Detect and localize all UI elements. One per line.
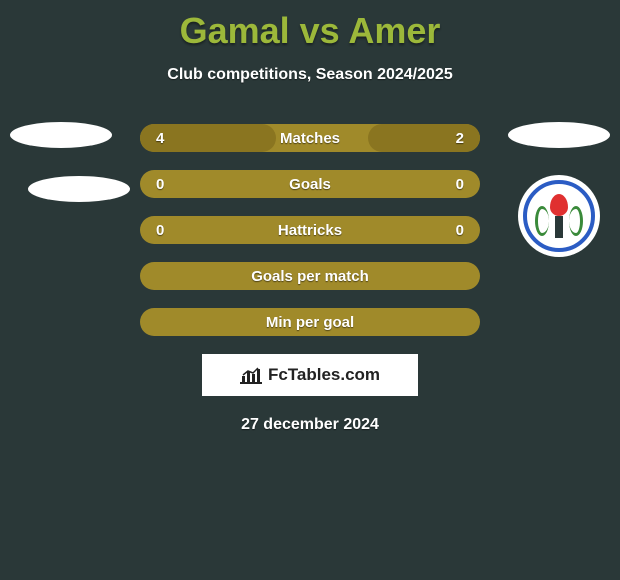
stat-value-right: 0 <box>456 176 464 193</box>
stat-label: Hattricks <box>140 222 480 239</box>
stat-row: Goals per match <box>140 262 480 290</box>
stat-label: Goals <box>140 176 480 193</box>
stat-label: Goals per match <box>140 268 480 285</box>
branding-box: FcTables.com <box>202 354 418 396</box>
chart-icon <box>240 366 262 384</box>
stat-value-right: 2 <box>456 130 464 147</box>
stat-label: Matches <box>140 130 480 147</box>
stat-label: Min per goal <box>140 314 480 331</box>
stat-row: 0Goals0 <box>140 170 480 198</box>
subtitle: Club competitions, Season 2024/2025 <box>0 66 620 84</box>
page-title: Gamal vs Amer <box>0 0 620 52</box>
stat-value-right: 0 <box>456 222 464 239</box>
stats-container: 4Matches20Goals00Hattricks0Goals per mat… <box>140 124 480 336</box>
stat-row: 0Hattricks0 <box>140 216 480 244</box>
stat-row: Min per goal <box>140 308 480 336</box>
stat-row: 4Matches2 <box>140 124 480 152</box>
date-text: 27 december 2024 <box>0 416 620 434</box>
branding-text: FcTables.com <box>268 365 380 385</box>
